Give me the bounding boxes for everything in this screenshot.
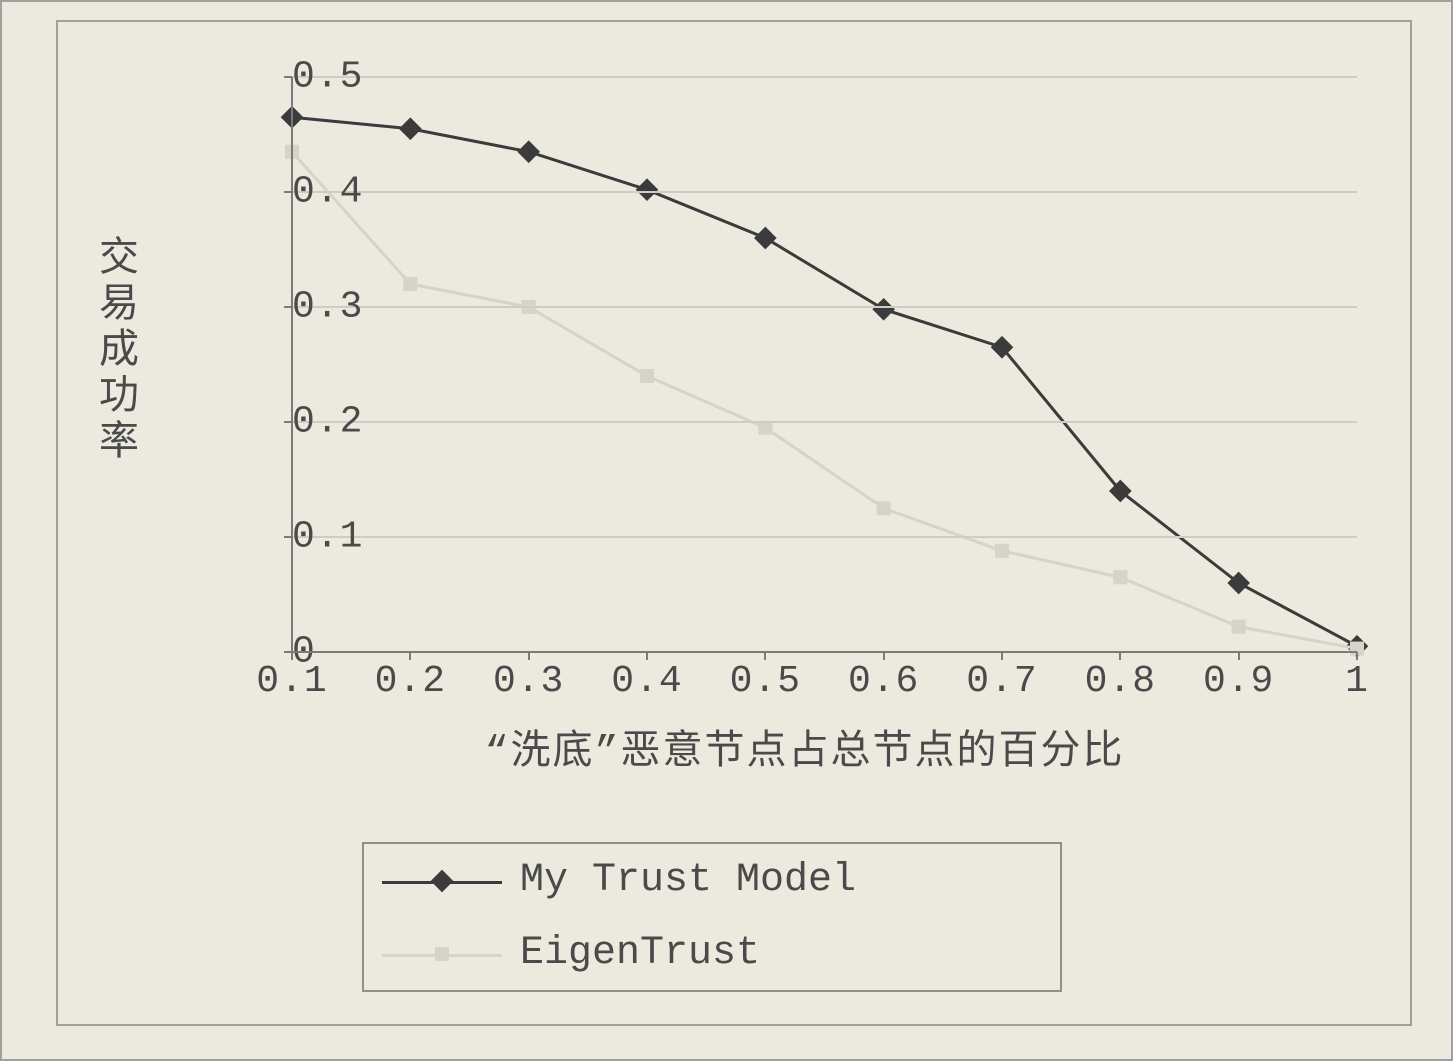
square-icon xyxy=(640,369,654,383)
series-line xyxy=(292,117,1357,646)
legend-label-1: EigenTrust xyxy=(520,931,760,976)
diamond-icon xyxy=(431,869,454,892)
x-tick-mark xyxy=(528,652,530,660)
x-axis-line xyxy=(292,651,1357,653)
chart-outer-frame: 00.10.20.30.40.50.10.20.30.40.50.60.70.8… xyxy=(0,0,1453,1061)
diamond-icon xyxy=(517,140,540,163)
x-tick-label: 1 xyxy=(1345,660,1369,703)
square-icon xyxy=(877,501,891,515)
x-tick-mark xyxy=(646,652,648,660)
x-tick-label: 0.5 xyxy=(730,660,801,703)
x-tick-label: 0.8 xyxy=(1085,660,1156,703)
x-tick-mark xyxy=(1356,652,1358,660)
square-icon xyxy=(995,544,1009,558)
gridline-h xyxy=(292,76,1357,78)
square-icon xyxy=(435,947,449,961)
gridline-h xyxy=(292,191,1357,193)
diamond-icon xyxy=(754,227,777,250)
x-tick-mark xyxy=(764,652,766,660)
x-tick-label: 0.4 xyxy=(611,660,682,703)
x-tick-mark xyxy=(1001,652,1003,660)
legend: My Trust Model EigenTrust xyxy=(362,842,1062,992)
diamond-icon xyxy=(872,298,895,321)
x-axis-title: “洗底”恶意节点占总节点的百分比 xyxy=(485,717,1125,776)
diamond-icon xyxy=(399,117,422,140)
x-tick-label: 0.1 xyxy=(256,660,327,703)
y-axis-title: 交易成功率 xyxy=(82,235,140,465)
x-tick-mark xyxy=(1238,652,1240,660)
x-tick-mark xyxy=(1119,652,1121,660)
x-tick-mark xyxy=(409,652,411,660)
x-tick-mark xyxy=(291,652,293,660)
x-tick-mark xyxy=(883,652,885,660)
legend-item: EigenTrust xyxy=(364,917,1060,990)
plot-area: 00.10.20.30.40.50.10.20.30.40.50.60.70.8… xyxy=(292,77,1357,652)
diamond-icon xyxy=(636,178,659,201)
legend-label-0: My Trust Model xyxy=(520,858,856,903)
x-tick-label: 0.6 xyxy=(848,660,919,703)
x-tick-label: 0.7 xyxy=(966,660,1037,703)
y-axis-line xyxy=(291,77,293,652)
series-svg xyxy=(292,77,1357,652)
legend-swatch-1 xyxy=(382,917,502,990)
legend-item: My Trust Model xyxy=(364,844,1060,917)
square-icon xyxy=(1113,570,1127,584)
gridline-h xyxy=(292,306,1357,308)
legend-swatch-0 xyxy=(382,844,502,917)
gridline-h xyxy=(292,536,1357,538)
series-line xyxy=(292,152,1357,649)
x-tick-label: 0.2 xyxy=(375,660,446,703)
square-icon xyxy=(403,277,417,291)
x-tick-label: 0.3 xyxy=(493,660,564,703)
gridline-h xyxy=(292,421,1357,423)
square-icon xyxy=(1232,620,1246,634)
x-tick-label: 0.9 xyxy=(1203,660,1274,703)
